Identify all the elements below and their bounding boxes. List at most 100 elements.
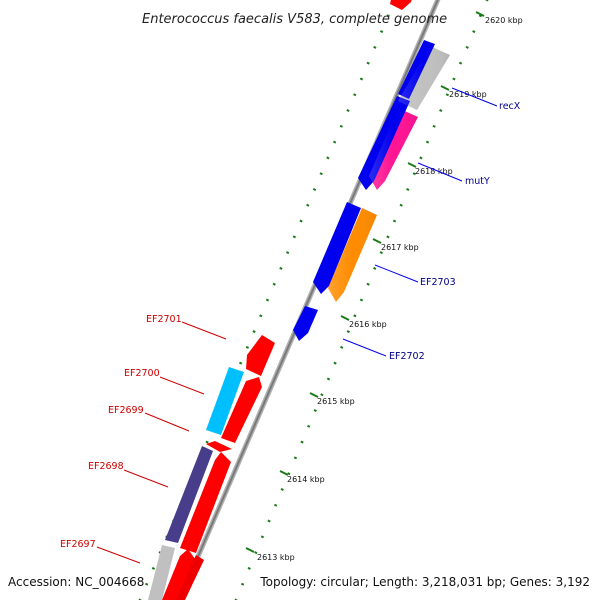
gene-red-top bbox=[390, 0, 412, 10]
gene-ef2702-blue bbox=[293, 306, 318, 341]
gene-label-ef2703[interactable]: EF2703 bbox=[420, 277, 456, 288]
ring-dot bbox=[359, 77, 364, 81]
ring-dot bbox=[260, 535, 265, 539]
ring-dot bbox=[472, 30, 476, 34]
ring-dot bbox=[379, 30, 384, 34]
tick-label: 2616 kbp bbox=[349, 320, 387, 329]
ring-dot bbox=[326, 156, 330, 160]
ring-dot bbox=[373, 45, 377, 49]
tick-mark bbox=[279, 470, 289, 476]
ring-dot bbox=[240, 582, 245, 586]
ring-dot bbox=[285, 251, 290, 255]
gene-label-muty[interactable]: mutY bbox=[465, 176, 490, 187]
tick-label: 2613 kbp bbox=[257, 553, 295, 562]
ring-dot bbox=[252, 330, 256, 334]
tick-mark bbox=[440, 85, 450, 91]
ring-dot bbox=[432, 124, 436, 128]
ring-dot bbox=[145, 582, 149, 586]
tick-mark bbox=[340, 315, 350, 321]
reverse-label-lines bbox=[342, 87, 498, 357]
tick-label: 2617 kbp bbox=[381, 243, 419, 252]
gene-ef2700-cyan bbox=[206, 367, 244, 435]
ring-dot bbox=[406, 187, 410, 191]
ring-dot bbox=[366, 61, 370, 65]
gene-label-ef2699[interactable]: EF2699 bbox=[108, 405, 144, 416]
map-title: Enterococcus faecalis V583, complete gen… bbox=[142, 12, 447, 27]
gene-label-recx[interactable]: recX bbox=[499, 101, 521, 112]
ring-dot bbox=[313, 409, 317, 413]
ring-dot bbox=[366, 282, 370, 286]
gene-shading bbox=[328, 46, 450, 302]
ring-dot bbox=[326, 377, 331, 381]
gene-label-ef2702[interactable]: EF2702 bbox=[389, 351, 425, 362]
tick-label: 2620 kbp bbox=[485, 16, 523, 25]
gene-label-ef2701[interactable]: EF2701 bbox=[146, 314, 182, 325]
ring-dot bbox=[412, 172, 416, 176]
gene-ef2698-slate bbox=[165, 446, 213, 543]
gene-ef2703-blue bbox=[313, 202, 361, 294]
ring-dot bbox=[478, 14, 483, 18]
ring-dot bbox=[392, 219, 397, 223]
ring-dot bbox=[359, 298, 364, 302]
gene-ef2699-red bbox=[206, 441, 232, 452]
ring-dot bbox=[379, 251, 383, 255]
tick-marks bbox=[245, 11, 485, 553]
gene-red-fill bbox=[176, 555, 204, 600]
ring-dot bbox=[299, 219, 303, 223]
ring-dot bbox=[458, 61, 463, 65]
ring-dot bbox=[439, 109, 443, 113]
ring-dot bbox=[267, 519, 271, 523]
ring-dot bbox=[445, 93, 450, 97]
ring-dot bbox=[205, 440, 209, 444]
tick-mark bbox=[475, 11, 485, 17]
tick-mark bbox=[245, 547, 255, 553]
accession-text: Accession: NC_004668 bbox=[8, 575, 145, 589]
ring-dot bbox=[320, 393, 324, 397]
ring-dot bbox=[272, 282, 276, 286]
tick-mark bbox=[309, 392, 319, 398]
ring-dot bbox=[247, 566, 251, 570]
gene-ef2701-red bbox=[246, 335, 275, 376]
ring-dot bbox=[239, 361, 243, 365]
gene-ef2698-red bbox=[180, 452, 231, 553]
ring-dot bbox=[306, 203, 310, 207]
ring-dot bbox=[307, 424, 311, 428]
ring-dot bbox=[279, 266, 283, 270]
tick-label: 2618 kbp bbox=[415, 167, 453, 176]
tick-mark bbox=[372, 238, 382, 244]
tick-label: 2615 kbp bbox=[317, 397, 355, 406]
gene-ef2697-red bbox=[162, 549, 195, 600]
tick-label: 2614 kbp bbox=[287, 475, 325, 484]
ring-dot bbox=[319, 172, 323, 176]
gene-label-ef2700[interactable]: EF2700 bbox=[124, 368, 160, 379]
ring-dot bbox=[339, 124, 343, 128]
ring-dot bbox=[292, 235, 296, 239]
ring-dot bbox=[273, 503, 278, 507]
ring-dot bbox=[293, 456, 298, 460]
tick-mark bbox=[407, 162, 417, 168]
backbone-line-inner bbox=[178, 0, 439, 600]
ring-dot bbox=[485, 0, 489, 2]
ring-dot bbox=[287, 472, 291, 476]
gene-label-ef2698[interactable]: EF2698 bbox=[88, 461, 124, 472]
ring-dot bbox=[373, 266, 377, 270]
topology-text: Topology: circular; Length: 3,218,031 bp… bbox=[260, 575, 590, 589]
forward-label-lines bbox=[96, 321, 227, 564]
gene-label-ef2697[interactable]: EF2697 bbox=[60, 539, 96, 550]
ring-dot bbox=[353, 93, 357, 97]
ring-dot bbox=[419, 156, 423, 160]
ring-dot bbox=[386, 235, 390, 239]
ring-dot bbox=[254, 551, 258, 555]
ring-dot bbox=[399, 203, 403, 207]
ring-dot bbox=[346, 330, 350, 334]
ring-dot bbox=[151, 566, 156, 570]
ring-dot bbox=[353, 314, 357, 318]
gene-ef2697-gray bbox=[148, 545, 175, 600]
tick-dots bbox=[138, 0, 489, 600]
ring-dot bbox=[300, 440, 304, 444]
ring-dot bbox=[259, 314, 263, 318]
ring-dot bbox=[386, 14, 390, 18]
ring-dot bbox=[452, 77, 456, 81]
ring-dot bbox=[280, 487, 284, 491]
